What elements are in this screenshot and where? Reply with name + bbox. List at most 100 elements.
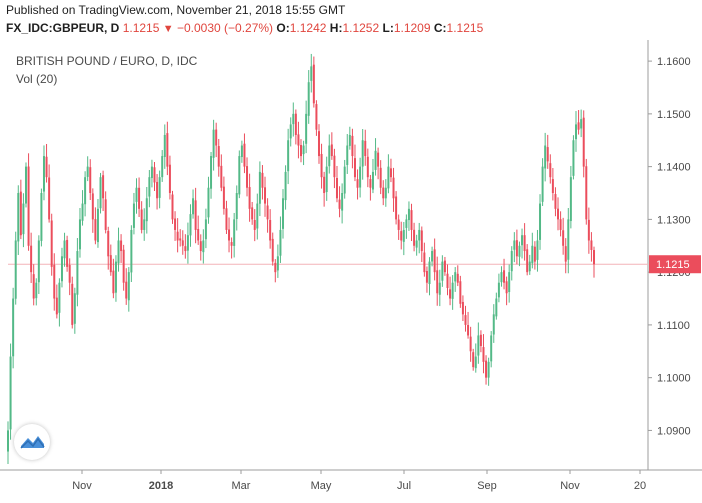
- candle-body: [292, 113, 295, 125]
- candle-body: [102, 175, 105, 199]
- candle-body: [374, 150, 377, 170]
- candle-body: [163, 134, 166, 157]
- candle-body: [96, 208, 99, 243]
- candle-body: [477, 335, 480, 356]
- candle-body: [78, 219, 81, 250]
- candle-body: [407, 208, 410, 221]
- candle-body: [122, 249, 125, 283]
- candle-body: [503, 270, 506, 283]
- candle-body: [387, 166, 390, 189]
- candle-body: [459, 281, 462, 304]
- candle-body: [202, 240, 205, 253]
- candle-body: [179, 238, 182, 241]
- candle-body: [343, 166, 346, 194]
- candle-body: [567, 219, 570, 260]
- time-tick-label: 2018: [149, 480, 173, 492]
- candle-body: [425, 270, 428, 283]
- candle-body: [577, 122, 580, 130]
- candle-body: [240, 145, 243, 158]
- candle-body: [317, 131, 320, 157]
- candle-body: [76, 251, 79, 295]
- candle-body: [320, 153, 323, 178]
- candle-body: [441, 261, 444, 281]
- candle-body: [271, 238, 274, 262]
- time-tick-label: 20: [634, 480, 646, 492]
- candle-body: [402, 229, 405, 242]
- candle-body: [127, 272, 130, 301]
- high-value: 1.1252: [342, 21, 380, 35]
- candle-body: [68, 265, 71, 283]
- candle-body: [125, 281, 128, 299]
- candle-body: [282, 198, 285, 229]
- candle-body: [120, 240, 123, 252]
- candle-body: [150, 166, 153, 179]
- candle-body: [99, 177, 102, 209]
- candle-body: [48, 177, 51, 220]
- tradingview-logo[interactable]: [14, 424, 50, 460]
- candle-body: [315, 104, 318, 130]
- quote-header: FX_IDC:GBPEUR, D 1.1215 ▼ −0.0030 (−0.27…: [6, 21, 483, 35]
- candle-body: [63, 240, 66, 259]
- candle-body: [192, 198, 195, 215]
- candle-body: [294, 113, 297, 135]
- candle-body: [243, 143, 246, 167]
- candle-body: [22, 203, 25, 235]
- candle-body: [328, 145, 331, 167]
- high-label: H:: [329, 21, 343, 35]
- candle-body: [420, 230, 423, 252]
- candle-body: [528, 261, 531, 272]
- candle-body: [210, 156, 213, 189]
- candle-body: [274, 262, 277, 273]
- candle-body: [264, 187, 267, 204]
- candle-body: [531, 245, 534, 264]
- candle-body: [544, 145, 547, 169]
- candle-body: [45, 156, 48, 178]
- price-tick-label: 1.1600: [657, 56, 691, 68]
- candle-body: [235, 193, 238, 220]
- candle-body: [467, 325, 470, 336]
- candle-body: [135, 187, 138, 202]
- candle-body: [389, 168, 392, 178]
- candle-body: [384, 187, 387, 199]
- candle-body: [438, 282, 441, 295]
- candle-body: [508, 272, 511, 293]
- candle-body: [225, 208, 228, 230]
- change-value: −0.0030 (−0.27%): [176, 21, 274, 35]
- low-label: L:: [382, 21, 394, 35]
- candle-body: [269, 219, 272, 241]
- candle-body: [253, 219, 256, 230]
- candle-body: [19, 191, 22, 236]
- candle-body: [161, 156, 164, 178]
- candle-body: [261, 172, 264, 188]
- candle-body: [433, 249, 436, 273]
- candle-body: [89, 167, 92, 194]
- price-tick-label: 1.1500: [657, 109, 691, 121]
- candle-body: [53, 264, 56, 299]
- candle-body: [356, 179, 359, 188]
- candle-body: [197, 228, 200, 241]
- candle-body: [549, 163, 552, 178]
- candle-body: [333, 155, 336, 178]
- candle-body: [238, 156, 241, 195]
- candle-body: [246, 166, 249, 188]
- candle-body: [312, 64, 315, 104]
- candle-body: [377, 152, 380, 167]
- time-tick-label: Nov: [560, 480, 580, 492]
- candle-body: [207, 187, 210, 218]
- time-tick-label: Mar: [232, 480, 251, 492]
- candle-body: [382, 187, 385, 199]
- candle-body: [266, 205, 269, 220]
- candle-body: [60, 256, 63, 282]
- candle-body: [526, 249, 529, 273]
- candle-body: [515, 240, 518, 257]
- candle-body: [323, 176, 326, 194]
- candle-body: [132, 203, 135, 228]
- candle-body: [310, 66, 313, 81]
- open-value: 1.1242: [289, 21, 327, 35]
- price-tick-label: 1.1100: [657, 320, 690, 332]
- candle-body: [580, 119, 583, 129]
- open-label: O:: [276, 21, 290, 35]
- candle-body: [256, 203, 259, 229]
- candle-body: [58, 282, 61, 313]
